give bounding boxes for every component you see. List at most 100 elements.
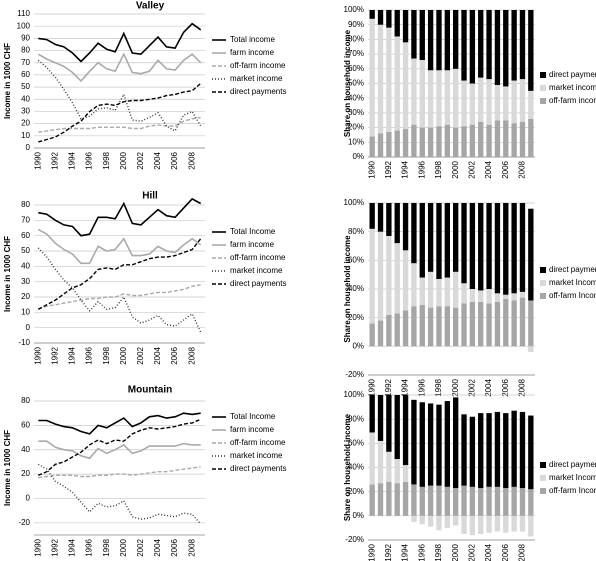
bar-segment xyxy=(427,403,434,486)
line-series xyxy=(37,59,202,132)
legend-swatch xyxy=(540,267,546,273)
y-tick-label: 40% xyxy=(348,463,364,472)
bar-segment xyxy=(511,515,517,532)
bar-segment xyxy=(503,299,509,347)
y-tick-label: 40% xyxy=(348,93,364,102)
y-tick-label: 60% xyxy=(348,255,364,264)
x-tick-label: 1998 xyxy=(102,538,111,556)
bar-segment xyxy=(469,416,476,487)
x-tick-label: 1996 xyxy=(85,151,94,169)
x-tick-label: 2006 xyxy=(170,346,179,364)
bar-segment xyxy=(427,515,434,527)
x-tick-label: 2008 xyxy=(187,346,196,364)
bar-segment xyxy=(427,10,434,71)
y-tick-label: 10 xyxy=(21,307,30,316)
bar-segment xyxy=(519,203,526,292)
x-tick-label: 1992 xyxy=(384,543,393,561)
x-tick-label: 2000 xyxy=(451,378,460,396)
y-tick-label: 0 xyxy=(26,323,31,332)
x-tick-label: 2004 xyxy=(484,160,493,178)
bar-segment xyxy=(469,515,476,536)
y-tick-label: 60% xyxy=(348,438,364,447)
y-tick-label: -20% xyxy=(345,535,364,544)
y-tick-label: 100% xyxy=(344,198,364,207)
bar-segment xyxy=(394,130,400,157)
bar-segment xyxy=(503,10,509,87)
y-tick-label: 30% xyxy=(348,108,364,117)
line-series xyxy=(38,197,202,237)
y-tick-label: 80% xyxy=(348,227,364,236)
legend-label: market income xyxy=(230,451,283,460)
bar-segment xyxy=(453,488,459,516)
line-series xyxy=(38,22,202,63)
bar-segment xyxy=(411,306,417,347)
bar-segment xyxy=(453,515,459,526)
y-tick-label: 90% xyxy=(348,20,364,29)
y-axis-label: Income in 1000 CHF xyxy=(3,236,12,312)
legend-label: market income xyxy=(230,266,283,275)
bar-segment xyxy=(369,323,375,347)
bar-segment xyxy=(461,303,467,347)
bar-segment xyxy=(528,90,534,119)
bar-segment xyxy=(377,395,384,441)
bar-segment xyxy=(469,486,476,516)
bar-segment xyxy=(411,58,417,125)
legend-label: off-farm income xyxy=(230,438,286,447)
y-tick-label: 0% xyxy=(352,152,364,161)
bar-segment xyxy=(461,80,467,127)
y-tick-label: 90 xyxy=(21,33,30,42)
y-tick-label: 20 xyxy=(21,292,30,301)
x-tick-label: 2000 xyxy=(451,543,460,561)
bar-segment xyxy=(419,59,425,128)
line-series xyxy=(37,247,202,333)
bar-segment xyxy=(519,10,526,80)
x-tick-label: 2008 xyxy=(187,538,196,556)
legend-swatch xyxy=(540,98,546,104)
x-tick-label: 2000 xyxy=(451,160,460,178)
bar-segment xyxy=(377,320,384,347)
x-tick-label: 1990 xyxy=(367,378,376,396)
bar-segment xyxy=(419,515,425,525)
bar-segment xyxy=(528,300,534,347)
bar-segment xyxy=(369,136,375,157)
bar-segment xyxy=(469,289,476,302)
bar-segment xyxy=(411,10,417,59)
bar-segment xyxy=(511,80,517,124)
bar-segment xyxy=(402,395,409,466)
y-tick-label: 80 xyxy=(21,396,30,405)
line-series xyxy=(38,284,201,310)
y-tick-label: 20% xyxy=(348,487,364,496)
x-tick-label: 2008 xyxy=(187,151,196,169)
x-tick-label: 1992 xyxy=(50,346,59,364)
x-tick-label: 2006 xyxy=(501,378,510,396)
bar-segment xyxy=(461,414,467,486)
y-tick-label: 100% xyxy=(344,390,364,399)
bar-segment xyxy=(528,346,534,353)
bar-segment xyxy=(436,10,442,71)
bar-segment xyxy=(402,129,409,157)
y-tick-label: 50 xyxy=(21,246,30,255)
bar-segment xyxy=(386,10,392,28)
y-axis-label: Share on household income xyxy=(343,29,352,137)
y-tick-label: 70 xyxy=(21,58,30,67)
bar-segment xyxy=(469,124,476,157)
legend-label: off-farm Income xyxy=(549,486,596,495)
y-axis-label: Share on household income xyxy=(343,235,352,343)
legend-swatch xyxy=(540,475,546,481)
y-axis-label: Income in 1000 CHF xyxy=(3,430,12,506)
bar-segment xyxy=(519,291,526,298)
bar-segment xyxy=(402,10,409,43)
legend-label: farm income xyxy=(230,48,275,57)
legend-swatch xyxy=(540,293,546,299)
bar-segment xyxy=(369,484,375,516)
bar-segment xyxy=(494,486,501,516)
bar-segment xyxy=(419,402,425,487)
bar-segment xyxy=(411,124,417,157)
bar-segment xyxy=(486,203,492,289)
bar-segment xyxy=(444,486,450,516)
x-tick-label: 2004 xyxy=(484,543,493,561)
bar-segment xyxy=(478,121,484,157)
bar-segment xyxy=(386,27,392,133)
bar-segment xyxy=(444,124,450,157)
